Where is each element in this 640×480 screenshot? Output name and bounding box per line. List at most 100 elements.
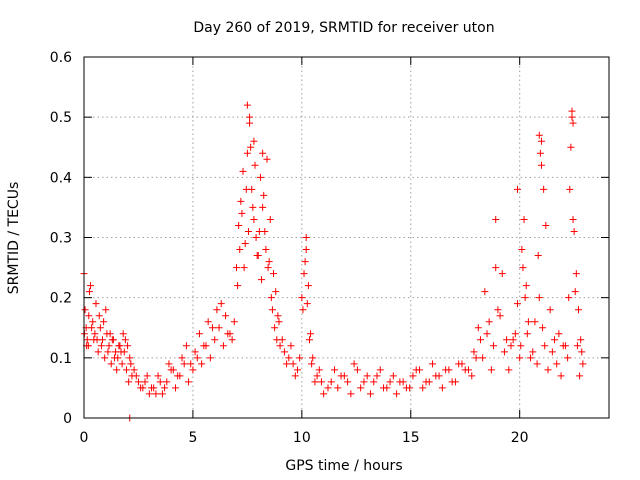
data-point	[222, 312, 230, 320]
data-point	[519, 264, 527, 272]
data-point	[85, 288, 93, 296]
data-point	[285, 354, 293, 362]
data-point	[163, 378, 171, 386]
data-point	[514, 185, 522, 193]
x-tick-label: 15	[402, 430, 420, 446]
data-point	[266, 215, 274, 223]
data-point	[308, 360, 316, 368]
data-point	[409, 372, 417, 380]
data-point	[217, 300, 225, 308]
data-point	[90, 336, 98, 344]
data-point	[237, 197, 245, 205]
data-point	[380, 384, 388, 392]
data-point	[419, 384, 427, 392]
data-point	[340, 372, 348, 380]
data-point	[209, 324, 217, 332]
data-point	[350, 360, 358, 368]
data-point	[125, 378, 133, 386]
data-point	[561, 342, 569, 350]
data-point	[195, 330, 203, 338]
data-point	[514, 300, 522, 308]
data-point	[492, 215, 500, 223]
data-point	[527, 354, 535, 362]
data-point	[494, 306, 502, 314]
data-point	[331, 366, 339, 374]
data-point	[243, 149, 251, 157]
data-point	[541, 342, 549, 350]
data-point	[263, 155, 271, 163]
y-tick-label: 0.4	[50, 170, 72, 186]
data-point	[344, 378, 352, 386]
data-point	[215, 324, 223, 332]
data-point	[241, 240, 249, 248]
data-point	[516, 354, 524, 362]
data-point	[334, 384, 342, 392]
data-point	[94, 348, 102, 356]
data-point	[102, 306, 110, 314]
data-point	[287, 342, 295, 350]
data-point	[178, 354, 186, 362]
data-point	[152, 390, 160, 398]
data-point	[244, 227, 252, 235]
data-point	[302, 246, 310, 254]
data-point	[521, 294, 529, 302]
data-point	[109, 336, 117, 344]
data-point	[568, 107, 576, 115]
x-tick-label: 5	[188, 430, 197, 446]
data-point	[127, 360, 135, 368]
data-point	[134, 378, 142, 386]
data-point	[520, 215, 528, 223]
data-point	[533, 360, 541, 368]
data-point	[280, 348, 288, 356]
x-tick-label: 0	[80, 430, 89, 446]
axis-ticks: 0 0.1 0.2 0.3 0.4 0.5 0.6 0 5 10 15 20	[50, 50, 609, 446]
data-point	[107, 360, 115, 368]
data-point	[272, 288, 280, 296]
data-point	[438, 384, 446, 392]
data-point	[193, 354, 201, 362]
data-point	[124, 342, 132, 350]
data-point	[89, 318, 97, 326]
data-point	[243, 101, 251, 109]
data-point	[576, 372, 584, 380]
y-tick-label: 0.3	[50, 231, 72, 247]
data-point	[296, 354, 304, 362]
data-point	[259, 149, 267, 157]
data-point	[242, 185, 250, 193]
data-point	[536, 149, 544, 157]
data-point	[88, 324, 96, 332]
data-point	[130, 366, 138, 374]
data-point	[464, 366, 472, 374]
data-point	[87, 282, 95, 290]
data-point	[202, 342, 210, 350]
data-point	[264, 264, 272, 272]
data-point	[429, 360, 437, 368]
data-point	[389, 372, 397, 380]
data-point	[289, 360, 297, 368]
data-point	[575, 306, 583, 314]
data-point	[485, 318, 493, 326]
data-point	[357, 384, 365, 392]
y-tick-label: 0.6	[50, 50, 72, 66]
data-point	[566, 185, 574, 193]
data-point	[498, 270, 506, 278]
data-point	[268, 306, 276, 314]
data-point	[278, 336, 286, 344]
data-point	[535, 131, 543, 139]
data-point	[145, 390, 153, 398]
data-point	[577, 336, 585, 344]
data-point	[537, 137, 545, 145]
data-point	[252, 234, 260, 241]
data-point	[363, 372, 371, 380]
data-point	[267, 294, 275, 302]
data-point	[320, 390, 328, 398]
data-point	[206, 354, 214, 362]
data-point	[507, 342, 515, 350]
data-point	[276, 342, 284, 350]
data-point	[246, 119, 254, 127]
data-point	[557, 372, 565, 380]
data-point	[104, 348, 112, 356]
data-point	[540, 185, 548, 193]
data-point	[213, 306, 221, 314]
data-point	[479, 354, 487, 362]
